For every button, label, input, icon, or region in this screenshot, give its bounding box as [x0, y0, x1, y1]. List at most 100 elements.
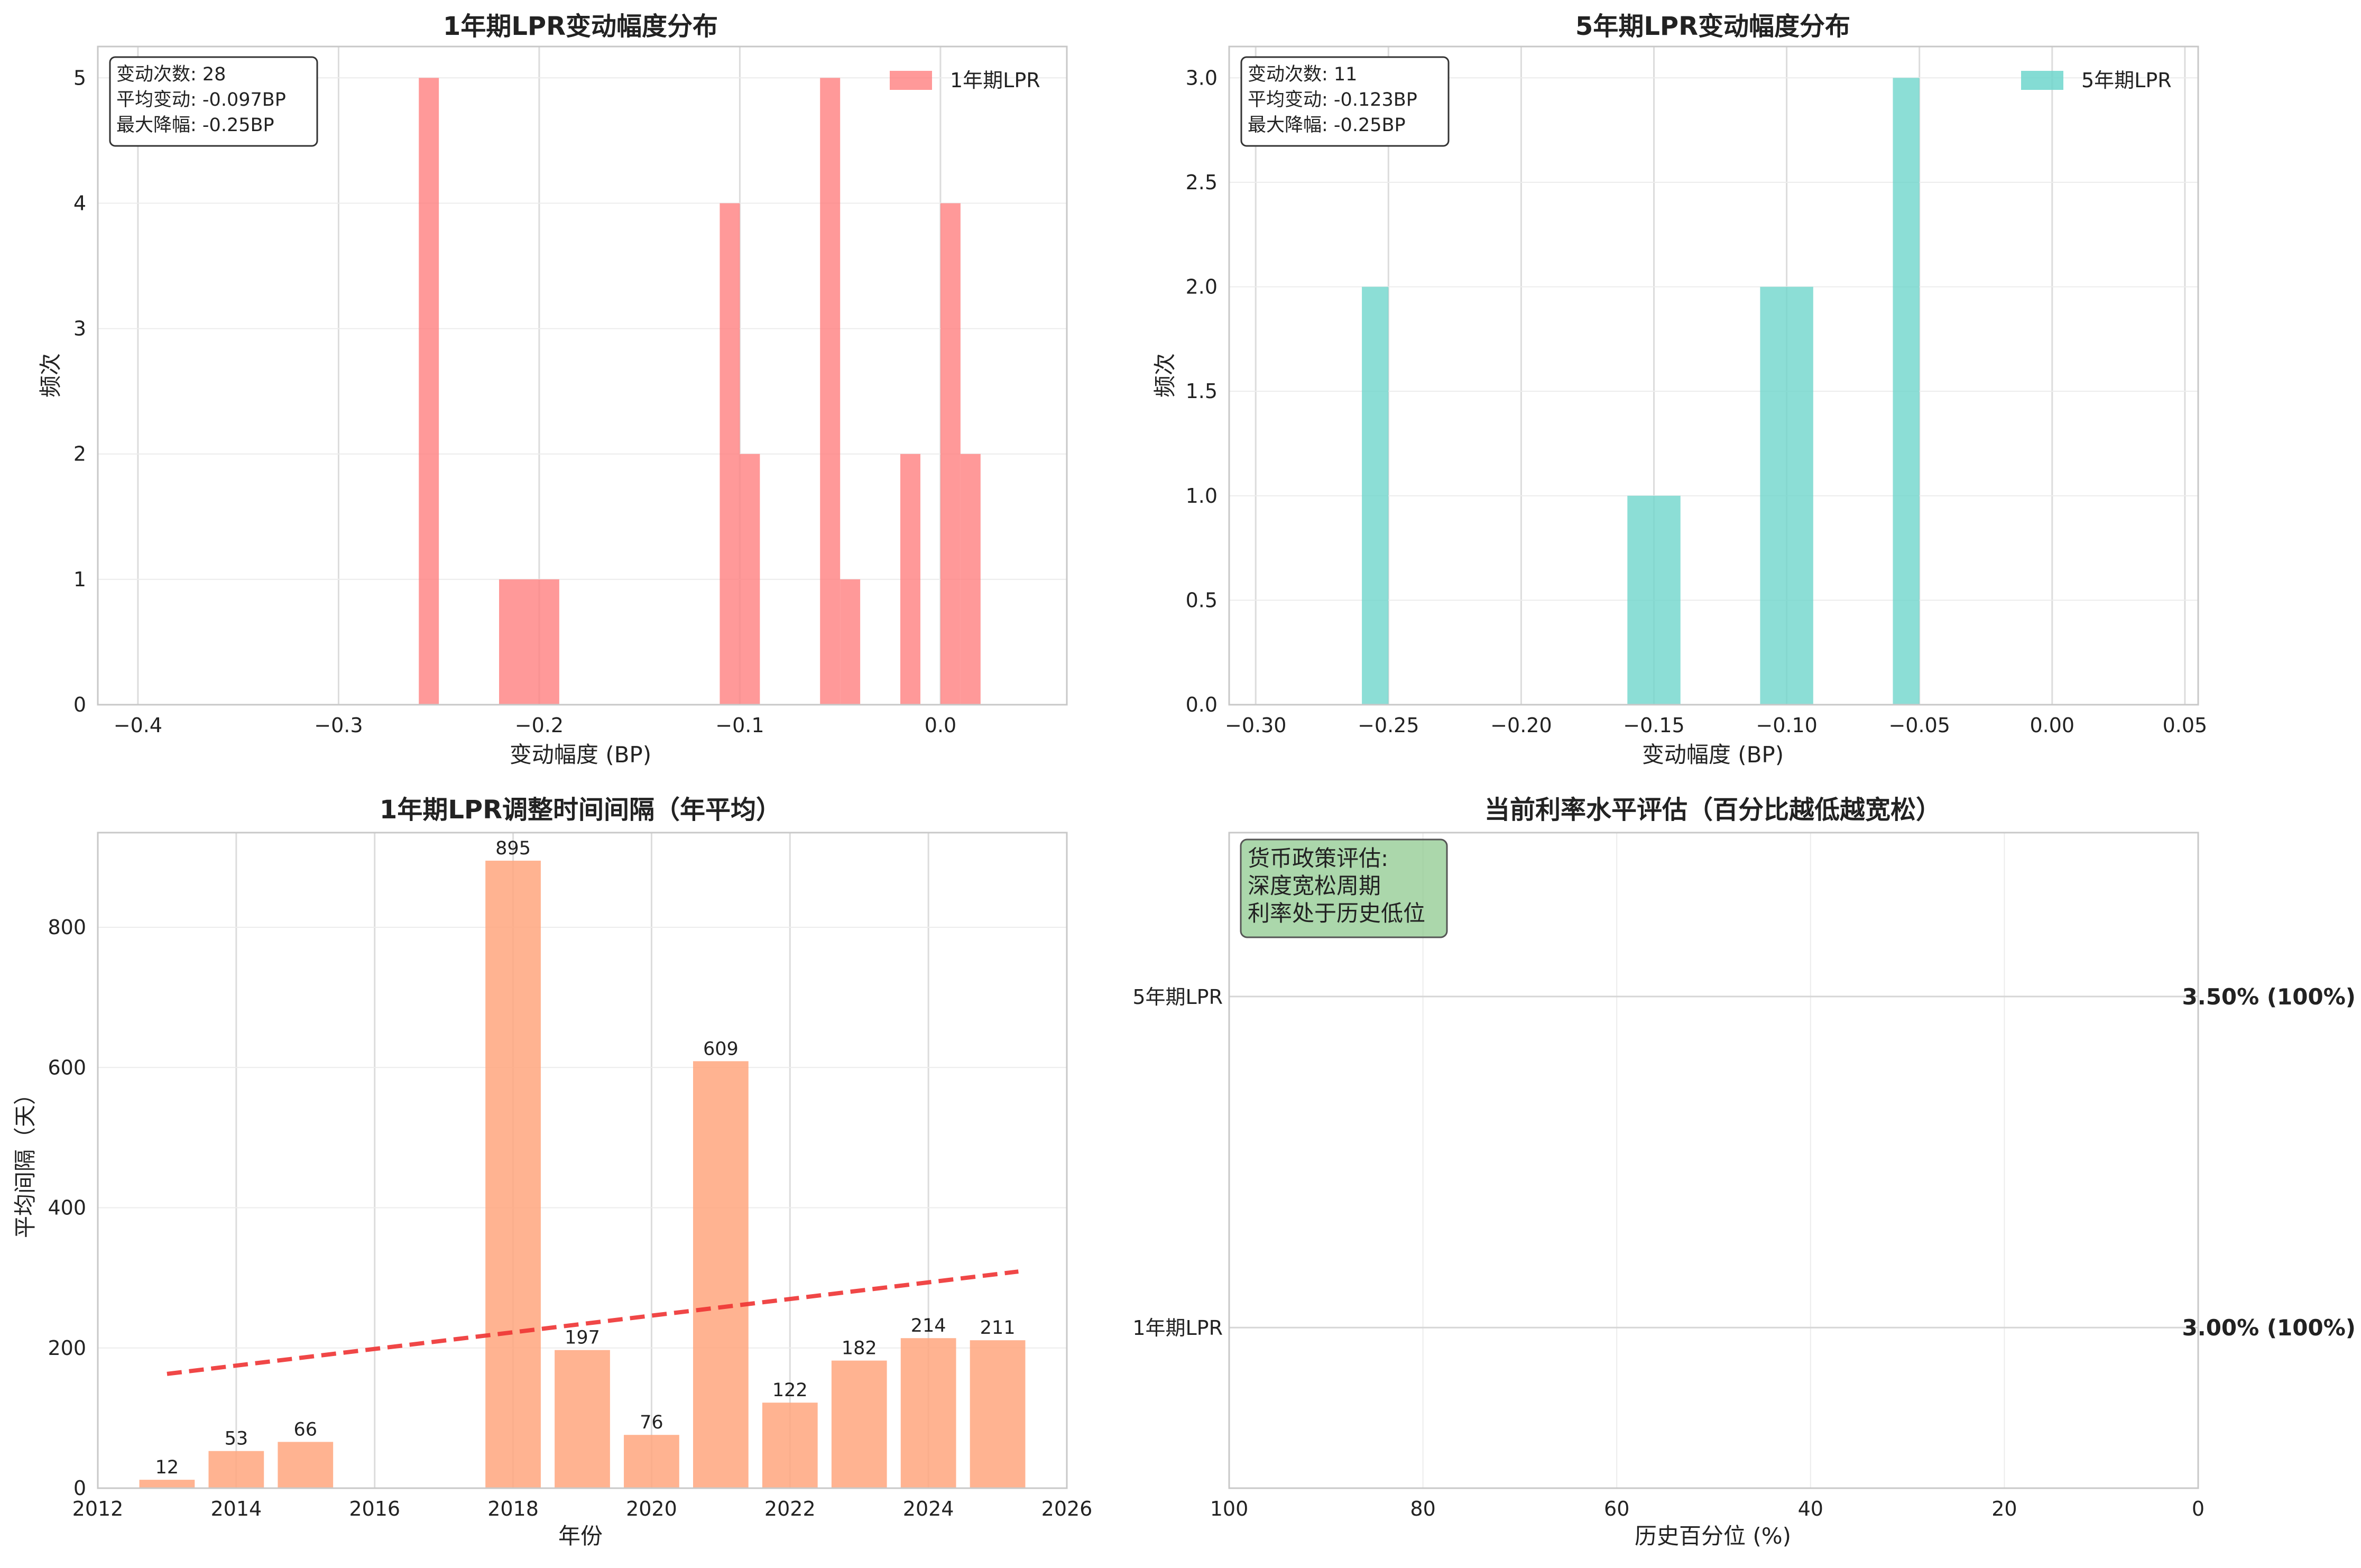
- chart-title: 5年期LPR变动幅度分布: [1575, 12, 1850, 41]
- legend-swatch: [890, 71, 932, 90]
- stats-count: 变动次数: 28: [116, 64, 226, 85]
- stats-count: 变动次数: 11: [1248, 64, 1357, 85]
- legend: 5年期LPR: [2021, 69, 2172, 92]
- x-tick-label: −0.05: [1888, 714, 1950, 737]
- histogram-bar: [499, 579, 559, 705]
- interval-bar: [485, 861, 541, 1488]
- x-axis-label: 变动幅度 (BP): [1642, 742, 1784, 768]
- x-tick-label: 2024: [903, 1497, 954, 1520]
- interval-bar: [555, 1350, 610, 1488]
- y-tick-label: 200: [48, 1336, 86, 1360]
- y-tick-label: 5: [73, 66, 86, 89]
- stats-max-drop: 最大降幅: -0.25BP: [116, 115, 274, 136]
- histogram-bar: [960, 454, 981, 705]
- y-tick-label: 0.5: [1186, 588, 1218, 612]
- bar-value-label: 12: [155, 1457, 179, 1478]
- x-tick-label: 0: [2192, 1497, 2205, 1520]
- interval-bar: [900, 1338, 956, 1488]
- bar-value-label: 76: [640, 1412, 663, 1433]
- y-tick-label: 3: [73, 317, 86, 340]
- y-tick-label: 1.0: [1186, 484, 1218, 508]
- x-tick-label: 2016: [349, 1497, 400, 1520]
- y-axis-label: 频次: [38, 353, 63, 398]
- y-axis-label: 频次: [1152, 353, 1178, 398]
- x-axis-label: 历史百分位 (%): [1635, 1523, 1791, 1549]
- bars: [139, 861, 1026, 1488]
- category-label: 1年期LPR: [1132, 1316, 1223, 1340]
- stats-mean: 平均变动: -0.123BP: [1248, 89, 1417, 110]
- legend-label: 5年期LPR: [2081, 69, 2172, 92]
- annotation-line-1: 货币政策评估:: [1248, 845, 1388, 871]
- x-ticks: −0.4 −0.3 −0.2 −0.1 0.0: [114, 714, 956, 737]
- annotation-line-2: 深度宽松周期: [1248, 873, 1381, 899]
- y-tick-label: 400: [48, 1196, 86, 1220]
- x-ticks: −0.30 −0.25 −0.20 −0.15 −0.10 −0.05 0.00 0.05: [1225, 714, 2207, 737]
- x-tick-label: 40: [1798, 1497, 1823, 1520]
- interval-bar: [970, 1340, 1026, 1488]
- y-tick-label: 600: [48, 1056, 86, 1079]
- histogram-bar: [940, 203, 961, 705]
- x-ticks: 2012 2014 2016 2018 2020 2022 2024 2026: [72, 1497, 1093, 1520]
- y-ticks: 0 200 400 600 800: [48, 916, 86, 1500]
- interval-bar: [278, 1442, 334, 1488]
- bar-value-label: 214: [911, 1315, 946, 1336]
- x-tick-label: 2020: [626, 1497, 677, 1520]
- x-tick-label: −0.3: [314, 714, 363, 737]
- x-tick-label: 2012: [72, 1497, 124, 1520]
- histogram-bar: [720, 203, 740, 705]
- trend-line: [167, 1269, 1019, 1376]
- x-tick-label: −0.2: [515, 714, 564, 737]
- histogram-bar: [1893, 78, 1920, 705]
- category-label: 5年期LPR: [1132, 985, 1223, 1009]
- bar-value-label: 197: [565, 1327, 600, 1349]
- x-tick-label: −0.1: [715, 714, 764, 737]
- panel-5yr-change-distribution: 5年期LPR变动幅度分布 −0.30 −0.25 −0.20 −0.15 −0.10 −0…: [1152, 12, 2207, 768]
- histogram-bar: [820, 78, 841, 705]
- histogram-bar: [740, 454, 760, 705]
- stats-box: 变动次数: 28 平均变动: -0.097BP 最大降幅: -0.25BP: [109, 56, 318, 147]
- x-tick-label: 0.05: [2163, 714, 2208, 737]
- x-tick-label: −0.10: [1756, 714, 1817, 737]
- stats-mean: 平均变动: -0.097BP: [116, 89, 286, 110]
- chart-title: 1年期LPR变动幅度分布: [443, 12, 718, 41]
- legend: 1年期LPR: [890, 69, 1040, 92]
- x-tick-label: 80: [1410, 1497, 1435, 1520]
- x-ticks: 100 80 60 40 20 0: [1210, 1497, 2205, 1520]
- histogram-bar: [1627, 495, 1681, 705]
- x-tick-label: 0.0: [925, 714, 956, 737]
- bar-value-label: 66: [294, 1419, 318, 1440]
- x-tick-label: −0.20: [1490, 714, 1552, 737]
- x-tick-label: −0.30: [1225, 714, 1286, 737]
- x-tick-label: −0.15: [1623, 714, 1684, 737]
- bar-value-label: 122: [772, 1380, 808, 1401]
- x-tick-label: −0.4: [114, 714, 162, 737]
- bars: [419, 78, 981, 705]
- policy-annotation: 货币政策评估: 深度宽松周期 利率处于历史低位: [1240, 838, 1448, 938]
- y-ticks: 0 1 2 3 4 5: [73, 66, 86, 716]
- value-label: 3.50% (100%): [2182, 984, 2356, 1010]
- chart-title: 当前利率水平评估（百分比越低越宽松）: [1484, 795, 1941, 825]
- bar-value-label: 53: [225, 1428, 248, 1450]
- interval-bar: [624, 1435, 679, 1488]
- bars: [1362, 78, 1920, 705]
- x-tick-label: 20: [1991, 1497, 2017, 1520]
- histogram-bar: [900, 454, 920, 705]
- bar-value-label: 182: [842, 1338, 877, 1359]
- annotation-line-3: 利率处于历史低位: [1248, 900, 1425, 926]
- plot-frame: [97, 832, 1068, 1489]
- x-tick-label: 2026: [1041, 1497, 1093, 1520]
- x-tick-label: −0.25: [1358, 714, 1419, 737]
- interval-bar: [208, 1451, 264, 1488]
- interval-bar: [762, 1403, 818, 1488]
- y-tick-label: 3.0: [1186, 66, 1218, 89]
- y-tick-label: 0.0: [1186, 693, 1218, 716]
- y-tick-label: 1: [73, 568, 86, 591]
- value-label: 3.00% (100%): [2182, 1315, 2356, 1341]
- panel-1yr-adjust-interval: 1年期LPR调整时间间隔（年平均） 12 53 66 895 197 76 609 122 18…: [12, 795, 1092, 1549]
- x-tick-label: 0.00: [2030, 714, 2074, 737]
- x-tick-label: 2022: [764, 1497, 816, 1520]
- x-tick-label: 100: [1210, 1497, 1249, 1520]
- x-tick-label: 2018: [487, 1497, 539, 1520]
- histogram-bar: [419, 78, 439, 705]
